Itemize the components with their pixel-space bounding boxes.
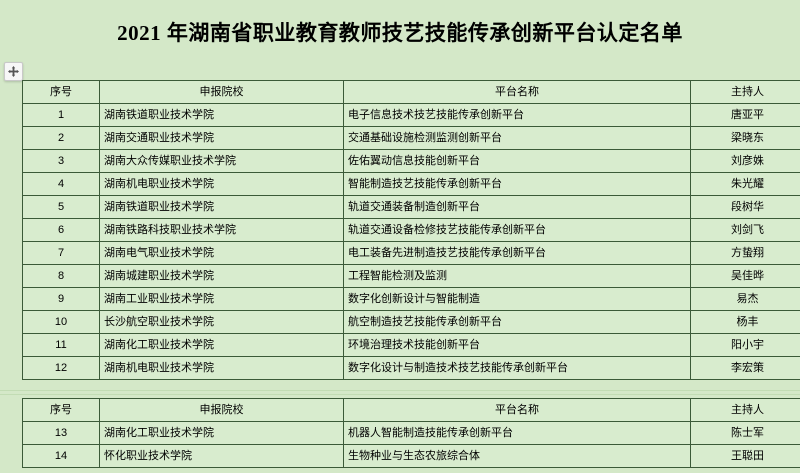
- cell-index[interactable]: 7: [22, 241, 100, 265]
- cell-platform[interactable]: 智能制造技艺技能传承创新平台: [343, 172, 691, 196]
- table-row[interactable]: 5 湖南铁道职业技术学院 轨道交通装备制造创新平台 段树华: [22, 195, 800, 219]
- cell-institution[interactable]: 湖南城建职业技术学院: [99, 264, 344, 288]
- cell-platform[interactable]: 航空制造技艺技能传承创新平台: [343, 310, 691, 334]
- cell-platform[interactable]: 数字化创新设计与智能制造: [343, 287, 691, 311]
- cell-platform[interactable]: 轨道交通设备检修技艺技能传承创新平台: [343, 218, 691, 242]
- cell-index[interactable]: 5: [22, 195, 100, 219]
- cell-institution[interactable]: 湖南大众传媒职业技术学院: [99, 149, 344, 173]
- cell-platform[interactable]: 电子信息技术技艺技能传承创新平台: [343, 103, 691, 127]
- column-header-institution: 申报院校: [99, 398, 344, 422]
- table-row[interactable]: 8 湖南城建职业技术学院 工程智能检测及监测 吴佳晔: [22, 264, 800, 288]
- cell-host[interactable]: 陈士军: [690, 421, 800, 445]
- table-row[interactable]: 3 湖南大众传媒职业技术学院 佐佑翼动信息技能创新平台 刘彦姝: [22, 149, 800, 173]
- table-row[interactable]: 6 湖南铁路科技职业技术学院 轨道交通设备检修技艺技能传承创新平台 刘剑飞: [22, 218, 800, 242]
- cell-host[interactable]: 方蛰翔: [690, 241, 800, 265]
- table-row[interactable]: 12 湖南机电职业技术学院 数字化设计与制造技术技艺技能传承创新平台 李宏策: [22, 356, 800, 380]
- table-row[interactable]: 14 怀化职业技术学院 生物种业与生态农旅综合体 王聪田: [22, 444, 800, 468]
- cell-platform[interactable]: 环境治理技术技能创新平台: [343, 333, 691, 357]
- cell-index[interactable]: 10: [22, 310, 100, 334]
- table-row[interactable]: 11 湖南化工职业技术学院 环境治理技术技能创新平台 阳小宇: [22, 333, 800, 357]
- table-row[interactable]: 10 长沙航空职业技术学院 航空制造技艺技能传承创新平台 杨丰: [22, 310, 800, 334]
- cell-institution[interactable]: 怀化职业技术学院: [99, 444, 344, 468]
- cell-host[interactable]: 朱光耀: [690, 172, 800, 196]
- table-row[interactable]: 2 湖南交通职业技术学院 交通基础设施检测监测创新平台 梁晓东: [22, 126, 800, 150]
- page-break-line: [0, 390, 800, 391]
- cell-institution[interactable]: 湖南铁路科技职业技术学院: [99, 218, 344, 242]
- page-break-separator: [0, 389, 800, 396]
- cell-platform[interactable]: 佐佑翼动信息技能创新平台: [343, 149, 691, 173]
- move-handle-button[interactable]: [4, 62, 23, 81]
- column-header-host: 主持人: [690, 398, 800, 422]
- cell-host[interactable]: 刘彦姝: [690, 149, 800, 173]
- cell-host[interactable]: 李宏策: [690, 356, 800, 380]
- cell-platform[interactable]: 机器人智能制造技能传承创新平台: [343, 421, 691, 445]
- cell-institution[interactable]: 湖南铁道职业技术学院: [99, 103, 344, 127]
- cell-institution[interactable]: 湖南工业职业技术学院: [99, 287, 344, 311]
- cell-host[interactable]: 梁晓东: [690, 126, 800, 150]
- platform-list-table-page1: 序号 申报院校 平台名称 主持人 1 湖南铁道职业技术学院 电子信息技术技艺技能…: [22, 80, 800, 380]
- cell-host[interactable]: 唐亚平: [690, 103, 800, 127]
- table-row[interactable]: 1 湖南铁道职业技术学院 电子信息技术技艺技能传承创新平台 唐亚平: [22, 103, 800, 127]
- cell-platform[interactable]: 数字化设计与制造技术技艺技能传承创新平台: [343, 356, 691, 380]
- cell-host[interactable]: 段树华: [690, 195, 800, 219]
- column-header-institution: 申报院校: [99, 80, 344, 104]
- move-icon: [8, 66, 19, 77]
- cell-institution[interactable]: 湖南机电职业技术学院: [99, 356, 344, 380]
- cell-host[interactable]: 刘剑飞: [690, 218, 800, 242]
- cell-host[interactable]: 阳小宇: [690, 333, 800, 357]
- table-row[interactable]: 7 湖南电气职业技术学院 电工装备先进制造技艺技能传承创新平台 方蛰翔: [22, 241, 800, 265]
- cell-host[interactable]: 吴佳晔: [690, 264, 800, 288]
- column-header-host: 主持人: [690, 80, 800, 104]
- cell-platform[interactable]: 生物种业与生态农旅综合体: [343, 444, 691, 468]
- cell-institution[interactable]: 湖南化工职业技术学院: [99, 421, 344, 445]
- cell-index[interactable]: 12: [22, 356, 100, 380]
- cell-index[interactable]: 6: [22, 218, 100, 242]
- cell-institution[interactable]: 湖南交通职业技术学院: [99, 126, 344, 150]
- cell-platform[interactable]: 交通基础设施检测监测创新平台: [343, 126, 691, 150]
- cell-index[interactable]: 11: [22, 333, 100, 357]
- cell-host[interactable]: 王聪田: [690, 444, 800, 468]
- cell-index[interactable]: 1: [22, 103, 100, 127]
- table-header-row: 序号 申报院校 平台名称 主持人: [22, 398, 800, 422]
- cell-index[interactable]: 13: [22, 421, 100, 445]
- table-row[interactable]: 9 湖南工业职业技术学院 数字化创新设计与智能制造 易杰: [22, 287, 800, 311]
- table-row[interactable]: 4 湖南机电职业技术学院 智能制造技艺技能传承创新平台 朱光耀: [22, 172, 800, 196]
- cell-index[interactable]: 8: [22, 264, 100, 288]
- cell-index[interactable]: 9: [22, 287, 100, 311]
- cell-institution[interactable]: 长沙航空职业技术学院: [99, 310, 344, 334]
- cell-institution[interactable]: 湖南化工职业技术学院: [99, 333, 344, 357]
- cell-index[interactable]: 4: [22, 172, 100, 196]
- column-header-index: 序号: [22, 80, 100, 104]
- cell-platform[interactable]: 轨道交通装备制造创新平台: [343, 195, 691, 219]
- table-header-row: 序号 申报院校 平台名称 主持人: [22, 80, 800, 104]
- cell-index[interactable]: 3: [22, 149, 100, 173]
- cell-index[interactable]: 14: [22, 444, 100, 468]
- cell-host[interactable]: 杨丰: [690, 310, 800, 334]
- cell-institution[interactable]: 湖南电气职业技术学院: [99, 241, 344, 265]
- page-title: 2021 年湖南省职业教育教师技艺技能传承创新平台认定名单: [117, 21, 683, 45]
- cell-platform[interactable]: 电工装备先进制造技艺技能传承创新平台: [343, 241, 691, 265]
- cell-platform[interactable]: 工程智能检测及监测: [343, 264, 691, 288]
- table-row[interactable]: 13 湖南化工职业技术学院 机器人智能制造技能传承创新平台 陈士军: [22, 421, 800, 445]
- cell-institution[interactable]: 湖南铁道职业技术学院: [99, 195, 344, 219]
- cell-host[interactable]: 易杰: [690, 287, 800, 311]
- platform-list-table-page2: 序号 申报院校 平台名称 主持人 13 湖南化工职业技术学院 机器人智能制造技能…: [22, 398, 800, 468]
- column-header-platform: 平台名称: [343, 398, 691, 422]
- column-header-index: 序号: [22, 398, 100, 422]
- cell-institution[interactable]: 湖南机电职业技术学院: [99, 172, 344, 196]
- page-break-line: [0, 394, 800, 395]
- column-header-platform: 平台名称: [343, 80, 691, 104]
- cell-index[interactable]: 2: [22, 126, 100, 150]
